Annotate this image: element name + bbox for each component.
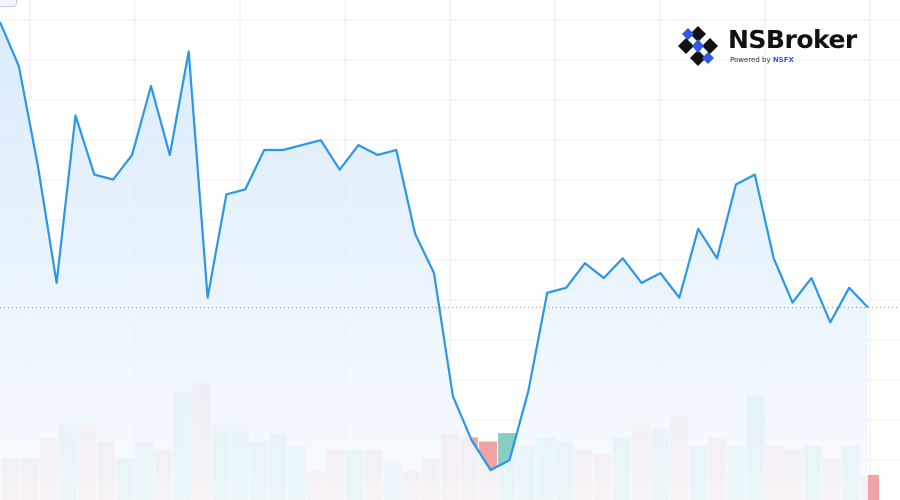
logo-diamond-right [702,38,718,54]
brand-tagline-prefix: Powered by [730,56,771,64]
brand-tagline-accent: NSFX [772,56,794,64]
brand-logo: NSBroker Powered by NSFX [676,22,876,68]
logo-diamond-top [690,26,706,42]
brand-tagline: Powered by NSFX [730,56,794,64]
brand-name: NSBroker [728,25,857,54]
logo-diamond-lower-right [702,52,714,64]
diamond-logo-icon [678,26,718,66]
logo-diamond-upper-left [682,28,694,40]
price-area [0,22,868,500]
corner-marker [0,0,17,7]
logo-diamond-center [692,39,704,53]
logo-diamond-bottom [690,50,706,66]
logo-diamond-left [678,38,694,54]
price-line [0,21,869,472]
